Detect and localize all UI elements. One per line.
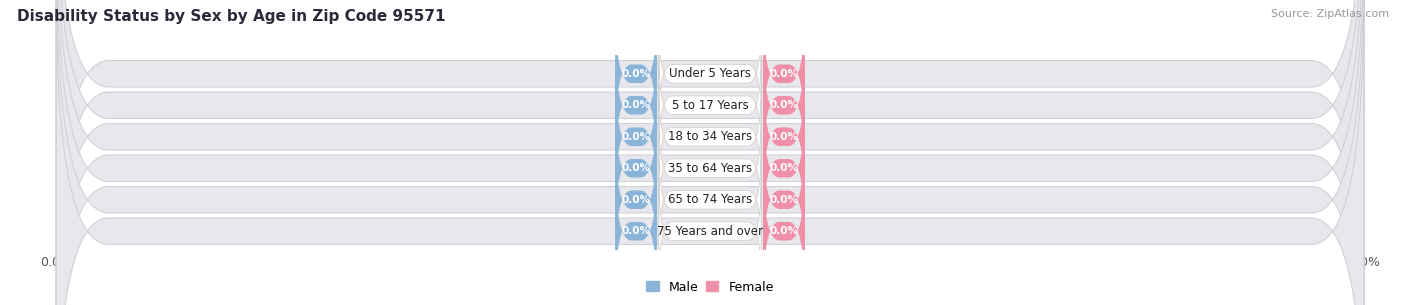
FancyBboxPatch shape [616, 4, 657, 143]
Legend: Male, Female: Male, Female [641, 275, 779, 299]
FancyBboxPatch shape [659, 115, 761, 222]
Text: 0.0%: 0.0% [769, 132, 799, 142]
FancyBboxPatch shape [763, 36, 804, 175]
FancyBboxPatch shape [616, 99, 657, 238]
FancyBboxPatch shape [763, 99, 804, 238]
Text: 0.0%: 0.0% [769, 226, 799, 236]
Text: 18 to 34 Years: 18 to 34 Years [668, 130, 752, 143]
Text: 0.0%: 0.0% [621, 226, 651, 236]
FancyBboxPatch shape [56, 0, 1364, 305]
FancyBboxPatch shape [763, 67, 804, 206]
Text: 65 to 74 Years: 65 to 74 Years [668, 193, 752, 206]
FancyBboxPatch shape [763, 130, 804, 269]
FancyBboxPatch shape [56, 0, 1364, 305]
FancyBboxPatch shape [763, 4, 804, 143]
Text: 5 to 17 Years: 5 to 17 Years [672, 99, 748, 112]
Text: Under 5 Years: Under 5 Years [669, 67, 751, 80]
Text: 0.0%: 0.0% [621, 100, 651, 110]
FancyBboxPatch shape [616, 36, 657, 175]
Text: 35 to 64 Years: 35 to 64 Years [668, 162, 752, 175]
Text: 0.0%: 0.0% [769, 69, 799, 79]
FancyBboxPatch shape [659, 146, 761, 253]
FancyBboxPatch shape [659, 52, 761, 159]
FancyBboxPatch shape [616, 162, 657, 301]
FancyBboxPatch shape [659, 178, 761, 285]
FancyBboxPatch shape [616, 67, 657, 206]
Text: Disability Status by Sex by Age in Zip Code 95571: Disability Status by Sex by Age in Zip C… [17, 9, 446, 24]
Text: 0.0%: 0.0% [621, 132, 651, 142]
FancyBboxPatch shape [56, 0, 1364, 305]
Text: Source: ZipAtlas.com: Source: ZipAtlas.com [1271, 9, 1389, 19]
FancyBboxPatch shape [56, 0, 1364, 305]
FancyBboxPatch shape [659, 83, 761, 190]
Text: 75 Years and over: 75 Years and over [657, 225, 763, 238]
FancyBboxPatch shape [56, 0, 1364, 305]
Text: 0.0%: 0.0% [769, 195, 799, 205]
Text: 0.0%: 0.0% [621, 163, 651, 173]
FancyBboxPatch shape [763, 162, 804, 301]
Text: 0.0%: 0.0% [769, 163, 799, 173]
FancyBboxPatch shape [659, 20, 761, 127]
FancyBboxPatch shape [56, 0, 1364, 305]
Text: 0.0%: 0.0% [769, 100, 799, 110]
Text: 0.0%: 0.0% [621, 69, 651, 79]
Text: 0.0%: 0.0% [621, 195, 651, 205]
FancyBboxPatch shape [616, 130, 657, 269]
